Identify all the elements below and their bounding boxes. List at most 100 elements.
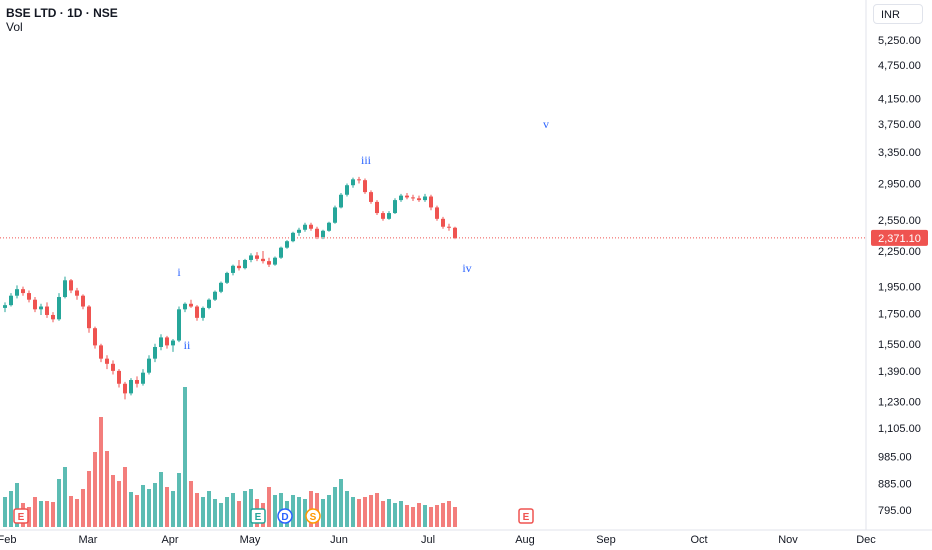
candle-body: [321, 230, 325, 237]
volume-bar: [213, 499, 217, 527]
volume-bar: [231, 493, 235, 527]
event-marker-label: S: [310, 512, 317, 523]
candle-body: [33, 299, 37, 310]
volume-bar: [423, 505, 427, 527]
volume-bar: [393, 503, 397, 527]
price-tick-label: 1,550.00: [878, 339, 921, 351]
volume-bar: [57, 479, 61, 527]
last-price-label: 2,371.10: [878, 233, 921, 245]
wave-label-v[interactable]: v: [543, 117, 549, 131]
candle-body: [369, 192, 373, 202]
currency-button[interactable]: INR: [873, 4, 923, 24]
volume-bar: [387, 499, 391, 527]
price-tick-label: 1,105.00: [878, 423, 921, 435]
volume-bar: [381, 501, 385, 527]
volume-bar: [135, 495, 139, 527]
volume-bar: [183, 387, 187, 527]
volume-bar: [195, 493, 199, 527]
candle-body: [423, 196, 427, 201]
candle-body: [177, 309, 181, 341]
event-marker-earnings-upcoming-icon[interactable]: [518, 508, 534, 524]
volume-bar: [345, 491, 349, 527]
volume-bar: [105, 451, 109, 527]
volume-bar: [111, 475, 115, 527]
volume-bar: [291, 495, 295, 527]
candle-body: [387, 213, 391, 219]
event-marker-label: E: [18, 512, 25, 523]
candle-body: [129, 380, 133, 394]
candle-body: [93, 328, 97, 346]
volume-bar: [297, 497, 301, 527]
volume-bar: [321, 499, 325, 527]
time-tick-label: Feb: [0, 534, 16, 546]
volume-bar: [15, 483, 19, 527]
volume-bar: [417, 503, 421, 527]
wave-label-i[interactable]: i: [177, 265, 181, 279]
price-tick-label: 3,350.00: [878, 147, 921, 159]
candle-body: [183, 303, 187, 310]
symbol-title[interactable]: BSE LTD · 1D · NSE: [6, 6, 118, 20]
candle-body: [27, 293, 31, 300]
candle-body: [171, 340, 175, 346]
candle-body: [213, 291, 217, 300]
candle-body: [231, 265, 235, 273]
candle-body: [237, 265, 241, 269]
candle-body: [225, 272, 229, 283]
candle-body: [279, 247, 283, 258]
price-tick-label: 2,550.00: [878, 215, 921, 227]
volume-bar: [441, 503, 445, 527]
candle-body: [219, 282, 223, 292]
volume-bar: [123, 467, 127, 527]
candle-body: [81, 295, 85, 307]
volume-bar: [327, 495, 331, 527]
candle-body: [345, 185, 349, 195]
candle-body: [117, 370, 121, 384]
event-marker-label: D: [281, 512, 288, 523]
volume-bar: [69, 496, 73, 527]
volume-bar: [237, 501, 241, 527]
candle-body: [447, 226, 451, 228]
wave-label-iii[interactable]: iii: [361, 153, 372, 167]
candle-body: [285, 241, 289, 248]
candle-body: [453, 227, 457, 238]
price-tick-label: 1,390.00: [878, 366, 921, 378]
candle-body: [135, 380, 139, 384]
candle-body: [111, 363, 115, 371]
wave-label-ii[interactable]: ii: [184, 338, 191, 352]
event-marker-earnings-icon[interactable]: [13, 508, 29, 524]
volume-bar: [219, 503, 223, 527]
candle-body: [261, 258, 265, 262]
volume-bar: [129, 492, 133, 527]
volume-bar: [357, 499, 361, 527]
event-marker-split-icon[interactable]: [305, 508, 321, 524]
event-marker-earnings-icon[interactable]: [250, 508, 266, 524]
candle-body: [249, 255, 253, 260]
price-tick-label: 795.00: [878, 505, 912, 517]
volume-bar: [399, 501, 403, 527]
volume-bar: [147, 489, 151, 527]
price-tick-label: 1,230.00: [878, 396, 921, 408]
candle-body: [207, 299, 211, 308]
candle-body: [75, 290, 79, 296]
volume-label: Vol: [6, 20, 23, 34]
candle-body: [357, 179, 361, 181]
candle-body: [57, 297, 61, 320]
volume-bar: [363, 497, 367, 527]
wave-label-iv[interactable]: iv: [462, 261, 471, 275]
time-tick-label: Dec: [856, 534, 876, 546]
candle-body: [441, 218, 445, 227]
volume-bar: [39, 501, 43, 527]
time-tick-label: Jun: [330, 534, 348, 546]
candle-body: [159, 337, 163, 347]
candle-body: [87, 306, 91, 329]
volume-bar: [351, 497, 355, 527]
time-tick-label: Mar: [79, 534, 98, 546]
volume-bar: [303, 499, 307, 527]
candle-body: [351, 179, 355, 186]
candle-body: [429, 196, 433, 208]
volume-bar: [33, 497, 37, 527]
event-marker-dividend-icon[interactable]: [277, 508, 293, 524]
candle-body: [69, 280, 73, 291]
volume-bar: [117, 481, 121, 527]
